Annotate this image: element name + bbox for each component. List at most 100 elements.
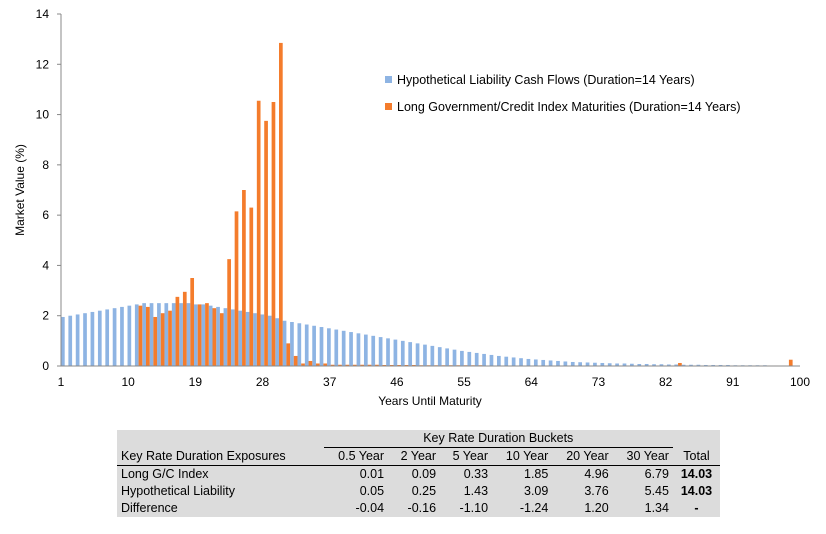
key-rate-duration-table: Key Rate Duration Buckets Key Rate Durat… [117,430,720,517]
y-tick-label: 12 [36,57,50,71]
liability-bar [208,305,213,366]
table-cell: 1.85 [492,465,553,483]
table-cell: -1.24 [492,500,553,517]
x-tick-label: 91 [726,375,740,389]
x-axis-ticks: 1 10 19 28 37 46 55 64 73 82 91 100 [58,375,811,389]
total-cell: - [672,500,720,517]
liability-bar [349,332,353,366]
y-tick-label: 8 [42,158,49,172]
index-bar [412,364,416,366]
liability-bar [718,364,723,366]
liability-bar [467,351,472,366]
index-bar [264,120,268,366]
table-cell: 1.43 [440,483,493,500]
column-header: 20 Year [552,447,613,466]
column-header: 5 Year [440,447,493,466]
liability-bar [533,359,538,366]
index-bar [788,359,793,366]
liability-bar [593,362,597,366]
table-cell: -0.04 [323,500,389,517]
liability-bar [149,303,154,366]
index-bar [227,259,231,366]
index-bar [153,316,158,366]
liability-bar [171,303,176,366]
liability-bar [275,318,280,366]
x-tick-label: 73 [592,375,606,389]
index-bar [352,364,357,366]
index-bar [375,364,379,366]
index-bar [249,207,254,366]
index-bar [301,363,305,366]
liability-bar [164,303,169,366]
liability-bar [61,316,65,366]
index-bar [382,364,387,366]
index-bar [279,42,283,367]
liability-bar [216,306,220,366]
table-cell: 0.33 [440,465,493,483]
index-bar [234,211,239,366]
liability-bar [607,363,612,366]
x-tick-label: 37 [323,375,337,389]
x-tick-label: 100 [790,375,810,389]
index-bar [271,102,276,366]
index-bar [678,362,682,366]
x-tick-label: 82 [659,375,673,389]
liability-bar [386,338,390,366]
bucket-title: Key Rate Duration Buckets [323,430,673,448]
liability-bar [83,313,87,366]
table-cell: 0.05 [323,483,389,500]
liability-bar [644,363,649,366]
liability-bar [327,328,331,366]
liability-bar [90,311,95,366]
liability-bar [659,364,664,366]
liability-bar [334,329,339,366]
liability-bar [75,314,80,366]
row-header: Key Rate Duration Exposures [117,447,324,466]
index-bar [145,306,150,366]
liability-bar [97,310,102,366]
total-cell: 14.03 [672,483,720,500]
index-bar [190,278,195,366]
index-bar [160,313,165,366]
legend: Hypothetical Liability Cash Flows (Durat… [385,73,741,114]
legend-swatch-liability [385,76,392,83]
x-tick-label: 10 [122,375,136,389]
table-cell: 3.09 [492,483,553,500]
liability-bar [726,364,730,366]
index-bar [389,364,394,366]
liability-bar [400,340,405,366]
column-header: 0.5 Year [323,447,389,466]
index-bar [367,364,372,366]
liability-bar [548,360,553,366]
liability-bar [223,308,228,366]
index-bar [175,296,180,366]
liability-bar [179,303,183,366]
liability-bar [460,350,464,366]
table-cell: 0.01 [323,465,389,483]
index-bar [242,190,246,366]
liability-bar [142,303,146,366]
liability-bar [290,322,294,366]
row-label: Long G/C Index [117,465,324,483]
liability-bar [260,314,265,366]
liability-bar [526,358,531,366]
liability-bar [703,364,708,366]
liability-bar [127,305,132,366]
legend-swatch-index [385,103,392,110]
liability-bar [423,344,427,366]
x-tick-label: 1 [58,375,65,389]
y-axis-ticks: 0 2 4 6 8 10 12 14 [36,7,61,373]
total-header: Total [672,447,720,466]
liability-bar [437,347,442,366]
liability-bar [497,355,501,366]
x-tick-label: 28 [256,375,270,389]
index-bar [315,363,320,366]
liability-bar [230,309,235,366]
column-header: 2 Year [388,447,441,466]
liability-bar [637,363,642,366]
index-bar [205,303,209,366]
liability-bar [563,361,568,366]
row-label: Difference [117,500,324,517]
liability-bar [378,337,383,366]
